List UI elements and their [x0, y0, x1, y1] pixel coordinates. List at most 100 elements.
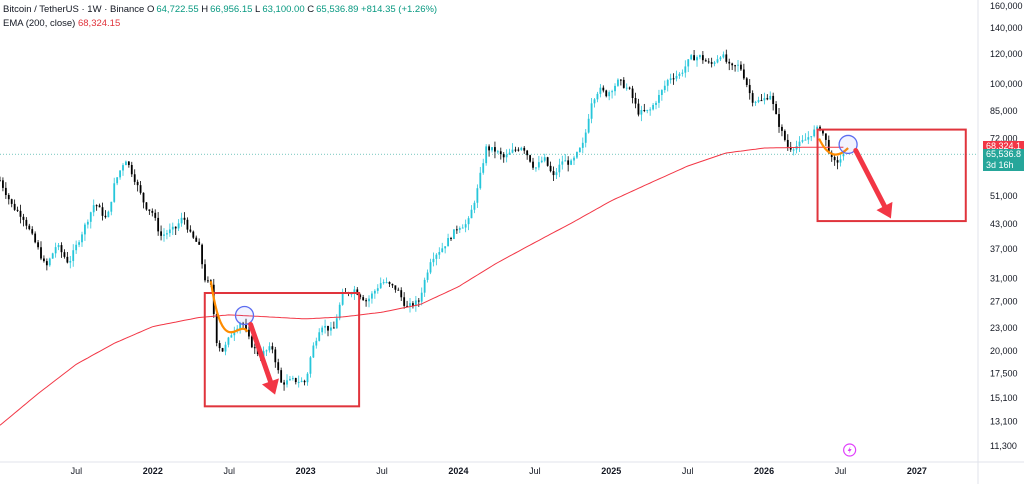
candle-body [772, 95, 775, 105]
y-tick-label: 72,000 [990, 134, 1018, 144]
candle-body [517, 149, 520, 151]
candle-body [549, 165, 552, 172]
candle-body [171, 226, 174, 230]
candle-body [218, 343, 221, 349]
candle-body [546, 157, 549, 166]
candle-body [432, 258, 435, 263]
candle-body [576, 152, 578, 158]
candle-body [318, 332, 321, 341]
candle-body [520, 147, 523, 150]
last-price-value: 65,536.8 [986, 149, 1022, 160]
candle-body [672, 78, 675, 80]
candle-body [684, 66, 687, 73]
candle-body [602, 87, 605, 91]
x-tick-label: 2023 [296, 466, 316, 476]
candle-body [283, 382, 285, 385]
candle-body [28, 225, 31, 230]
candle-body [663, 85, 666, 91]
close-value: 65,536.89 [316, 4, 359, 15]
candle-body [271, 346, 274, 350]
candle-body [713, 62, 716, 64]
candle-body [101, 207, 104, 216]
candle-body [810, 136, 813, 138]
drawing-arrow-head[interactable] [261, 378, 279, 395]
candle-body [485, 146, 488, 164]
candle-body [816, 126, 818, 130]
legend-ema-row: EMA (200, close) 68,324.15 [3, 17, 437, 31]
high-value: 66,956.15 [210, 4, 253, 15]
candle-body [751, 93, 754, 103]
candle-body [628, 87, 631, 89]
candle-body [643, 110, 646, 112]
candle-body [297, 381, 300, 383]
candle-body [86, 221, 89, 225]
candle-body [160, 231, 162, 236]
x-tick-label: 2024 [448, 466, 468, 476]
candle-body [678, 73, 681, 76]
candle-body [420, 292, 423, 302]
candle-body [253, 347, 256, 349]
candle-body [303, 380, 306, 383]
candle-body [400, 290, 403, 298]
candle-body [373, 290, 376, 294]
drawing-curve[interactable] [209, 280, 249, 334]
candle-body [110, 201, 113, 212]
candle-body [716, 59, 719, 63]
candle-body [57, 245, 60, 248]
candle-body [652, 104, 654, 110]
candle-body [778, 114, 780, 127]
drawing-rectangle[interactable] [203, 292, 361, 408]
ema-label[interactable]: EMA (200, close) [3, 18, 76, 29]
candle-body [701, 55, 704, 61]
drawing-rectangle[interactable] [816, 128, 967, 223]
candle-body [394, 285, 397, 290]
candle-body [666, 80, 669, 86]
candle-body [332, 327, 335, 329]
last-price-tag: 65,536.8 3d 16h [983, 149, 1024, 172]
drawing-arrow-shaft[interactable] [853, 148, 887, 209]
candle-body [116, 177, 119, 184]
candle-body [198, 241, 201, 245]
y-tick-label: 140,000 [990, 23, 1023, 33]
symbol-title[interactable]: Bitcoin / TetherUS · 1W · Binance [3, 4, 145, 15]
candle-body [690, 55, 693, 60]
candle-body [321, 327, 324, 333]
candle-body [488, 146, 490, 151]
candle-body [754, 101, 757, 103]
candle-body [693, 55, 695, 61]
drawing-arrow-head[interactable] [876, 201, 893, 219]
candle-body [783, 130, 786, 140]
candle-body [696, 57, 698, 61]
candle-body [66, 256, 69, 263]
candle-body [687, 59, 690, 67]
candle-body [552, 171, 555, 176]
candle-body [704, 60, 707, 62]
candle-body [371, 293, 373, 299]
x-tick-label: 2025 [601, 466, 621, 476]
candle-body [499, 151, 502, 155]
candle-body [622, 79, 625, 88]
candle-body [496, 151, 499, 153]
drawing-circle[interactable] [838, 134, 858, 155]
candle-body [221, 348, 224, 352]
candle-body [122, 165, 124, 171]
candle-body [274, 349, 277, 363]
candle-body [388, 282, 391, 284]
candle-body [289, 378, 291, 381]
candle-body [201, 244, 203, 265]
ema-200-line[interactable] [0, 146, 844, 426]
candle-body [382, 282, 385, 284]
y-tick-label: 120,000 [990, 49, 1023, 59]
drawing-curve[interactable] [818, 138, 849, 156]
candle-body [227, 337, 230, 345]
change-value: +814.35 (+1.26%) [361, 4, 438, 15]
candle-body [215, 314, 218, 344]
drawing-arrow-shaft[interactable] [248, 321, 273, 384]
drawing-circle[interactable] [234, 305, 255, 326]
candle-body [561, 161, 564, 165]
y-tick-label: 85,000 [990, 106, 1018, 116]
candle-body [133, 174, 136, 182]
candle-body [564, 160, 567, 162]
